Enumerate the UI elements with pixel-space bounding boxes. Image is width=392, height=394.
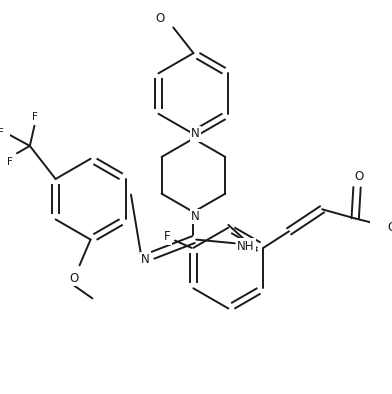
- Text: F: F: [0, 128, 4, 138]
- Text: O: O: [354, 170, 363, 183]
- Text: N: N: [191, 128, 200, 141]
- Text: F: F: [164, 230, 171, 243]
- Text: O: O: [69, 272, 79, 285]
- Text: F: F: [7, 158, 13, 167]
- Text: F: F: [31, 112, 37, 121]
- Text: O: O: [156, 12, 165, 25]
- Text: O: O: [387, 221, 392, 234]
- Text: N: N: [141, 253, 150, 266]
- Text: NH: NH: [237, 240, 254, 253]
- Text: N: N: [191, 210, 200, 223]
